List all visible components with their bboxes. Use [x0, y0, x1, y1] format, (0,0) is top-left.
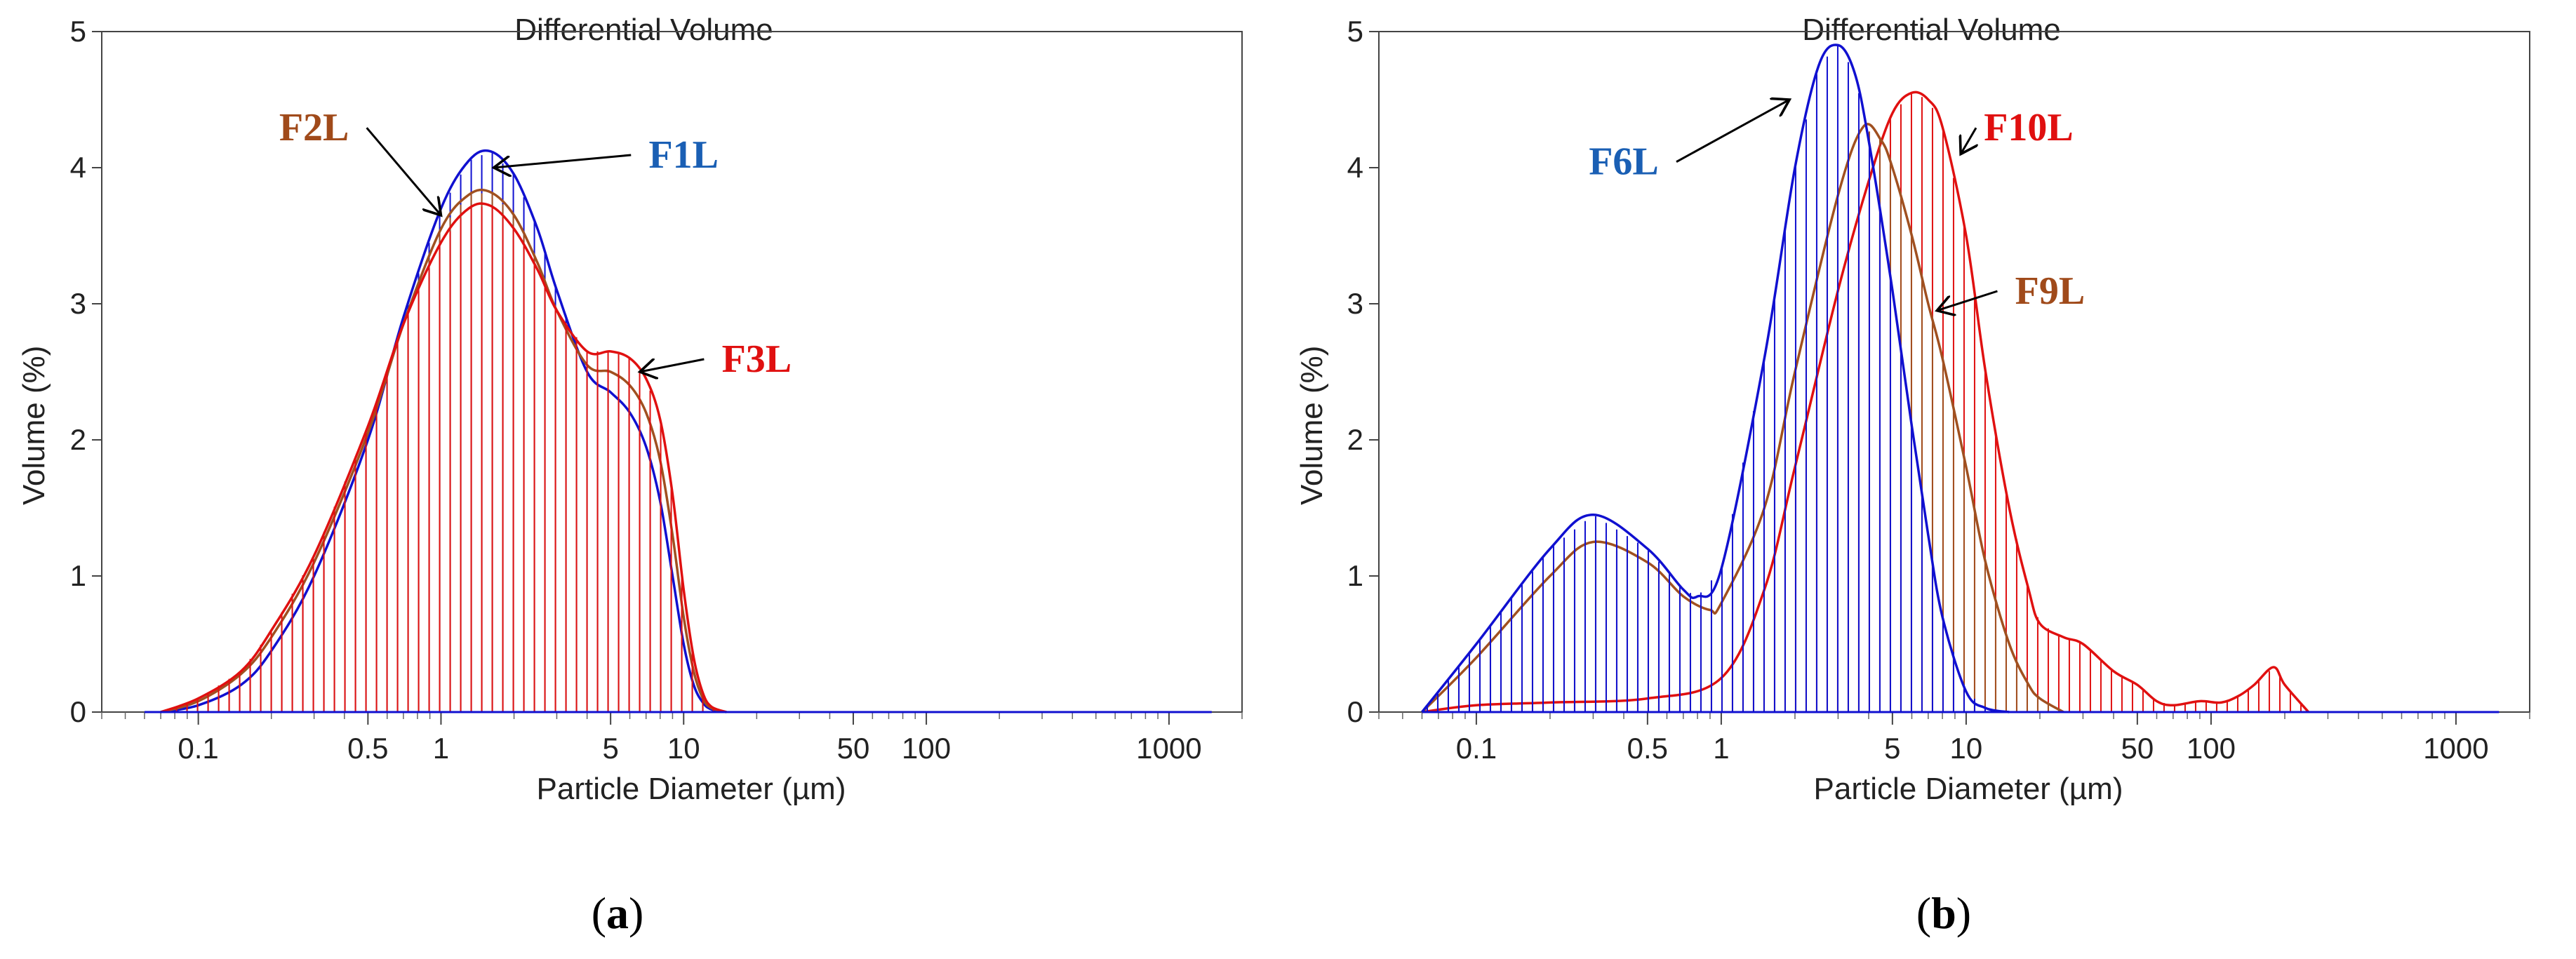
- y-tick-label: 0: [1347, 695, 1363, 728]
- x-tick-label: 5: [602, 732, 618, 765]
- panel-b: Differential Volume Volume (%) Particle …: [1288, 0, 2575, 959]
- x-tick-label: 1000: [2423, 732, 2488, 765]
- y-tick-label: 5: [70, 15, 86, 48]
- panel-label: (b): [1916, 888, 1972, 938]
- chart-b: 0 1 2 3 4 5 0.1 0.5 1 5 10 50 100 1000 F6L F10L F9L: [1347, 15, 2530, 765]
- plot-frame: [1378, 31, 2530, 713]
- x-tick-label: 1: [433, 732, 449, 765]
- x-tick-label: 0.1: [178, 732, 218, 765]
- series-F6L: [1421, 43, 2010, 713]
- x-tick-label: 0.5: [1627, 732, 1668, 765]
- x-tick-label: 0.5: [347, 732, 388, 765]
- annotation-arrow: [640, 358, 705, 372]
- annotation-F9L: F9L: [2015, 269, 2086, 313]
- annotation-F2L: F2L: [279, 106, 349, 149]
- annotation-arrow: [494, 154, 632, 168]
- y-tick-label: 0: [70, 695, 86, 728]
- annotation-F1L: F1L: [648, 133, 719, 177]
- annotation-F10L: F10L: [1984, 106, 2074, 149]
- panel-a: Differential Volume Volume (%) Particle …: [17, 13, 1243, 938]
- y-tick-label: 1: [1347, 559, 1363, 592]
- annotation-arrow: [366, 127, 441, 215]
- y-tick-label: 4: [1347, 151, 1363, 184]
- chart-title: Differential Volume: [514, 13, 773, 47]
- chart-a: 0 1 2 3 4 5 0.1 0.5 1 5 10 50 100 1000 F2L F1L F3L: [70, 15, 1243, 765]
- x-axis-label: Particle Diameter (µm): [536, 772, 846, 806]
- x-tick-label: 10: [1950, 732, 1983, 765]
- series-line-F1L: [160, 149, 727, 713]
- y-tick-label: 2: [70, 423, 86, 456]
- series-F2L: [160, 188, 727, 713]
- annotation-arrow: [1961, 127, 1976, 154]
- series-line-F3L: [160, 202, 727, 713]
- series-line-F6L: [1421, 43, 2010, 713]
- y-tick-label: 4: [70, 151, 86, 184]
- annotation-arrow: [1676, 100, 1789, 163]
- chart-title: Differential Volume: [1802, 13, 2061, 47]
- x-tick-label: 100: [902, 732, 951, 765]
- series-F1L: [160, 149, 727, 713]
- series-line-F2L: [160, 188, 727, 713]
- y-tick-label: 2: [1347, 423, 1363, 456]
- series-line-F10L: [1422, 90, 2310, 713]
- panel-label: (a): [591, 888, 644, 938]
- x-tick-label: 100: [2187, 732, 2236, 765]
- y-tick-label: 3: [1347, 287, 1363, 320]
- x-tick-label: 50: [2121, 732, 2154, 765]
- annotation-F3L: F3L: [722, 337, 792, 381]
- annotation-arrow: [1937, 290, 1998, 311]
- x-tick-label: 0.1: [1456, 732, 1497, 765]
- x-tick-label: 5: [1884, 732, 1900, 765]
- x-tick-label: 1000: [1136, 732, 1201, 765]
- series-F3L: [160, 202, 727, 713]
- x-tick-label: 1: [1713, 732, 1729, 765]
- y-tick-label: 1: [70, 559, 86, 592]
- x-tick-label: 50: [837, 732, 870, 765]
- x-tick-label: 10: [667, 732, 700, 765]
- y-tick-label: 5: [1347, 15, 1363, 48]
- annotation-F6L: F6L: [1589, 140, 1659, 184]
- x-axis-label: Particle Diameter (µm): [1813, 772, 2123, 806]
- series-F10L: [1422, 90, 2310, 713]
- y-tick-label: 3: [70, 287, 86, 320]
